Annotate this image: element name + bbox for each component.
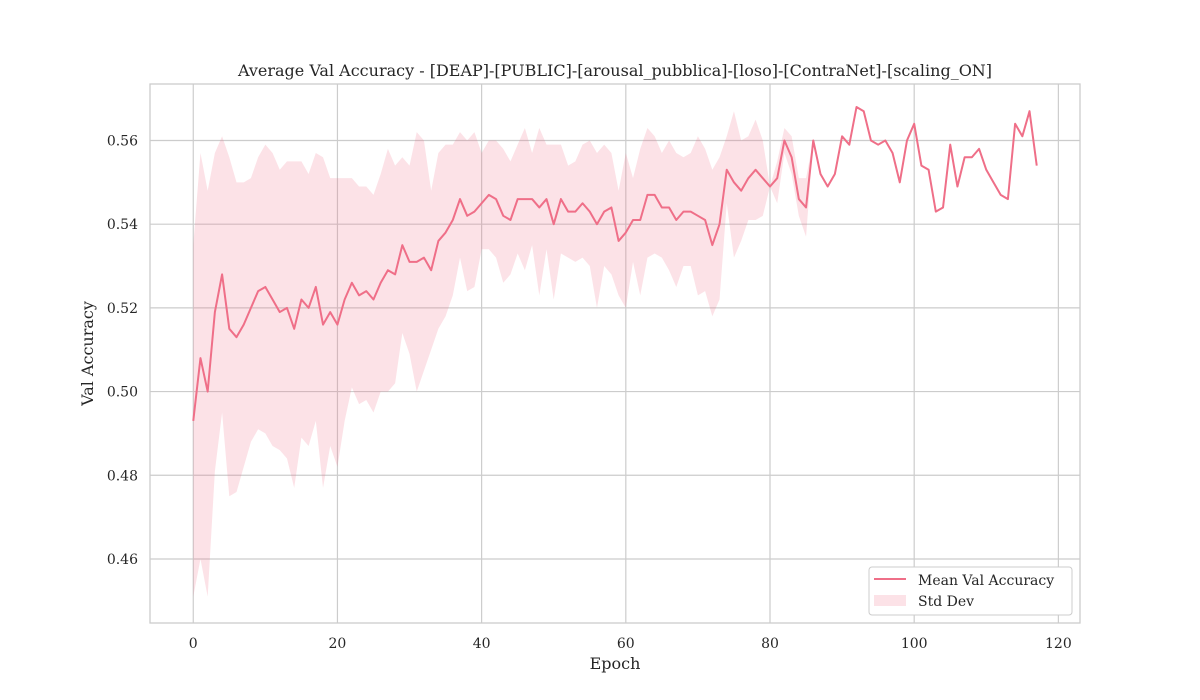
y-tick-label: 0.52 — [107, 301, 138, 317]
x-tick-label: 120 — [1045, 636, 1072, 652]
y-tick-label: 0.56 — [107, 133, 138, 149]
std-band — [193, 107, 1037, 597]
grid — [150, 84, 1080, 623]
legend-band-swatch — [874, 595, 906, 606]
std-band-layer — [193, 107, 1037, 597]
x-tick-label: 60 — [617, 636, 635, 652]
chart-title: Average Val Accuracy - [DEAP]-[PUBLIC]-[… — [237, 61, 992, 80]
mean-val-accuracy-line — [192, 106, 1038, 421]
x-tick-label: 80 — [761, 636, 779, 652]
plot-frame — [149, 83, 1081, 624]
legend-label-std: Std Dev — [918, 594, 974, 610]
x-tick-label: 100 — [901, 636, 928, 652]
y-tick-label: 0.50 — [107, 385, 138, 401]
legend-label-mean: Mean Val Accuracy — [918, 573, 1054, 589]
y-tick-label: 0.54 — [107, 217, 138, 233]
tick-labels: 0 20 40 60 80 100 120 0.46 0.48 0.50 0.52 0.54 0.56 — [107, 133, 1072, 652]
x-tick-label: 20 — [329, 636, 347, 652]
y-axis-label: Val Accuracy — [78, 301, 97, 407]
mean-line-layer — [192, 106, 1038, 421]
y-tick-label: 0.46 — [107, 552, 138, 568]
x-tick-label: 0 — [189, 636, 198, 652]
y-tick-label: 0.48 — [107, 468, 138, 484]
legend: Mean Val Accuracy Std Dev — [868, 566, 1073, 616]
x-axis-label: Epoch — [590, 654, 641, 673]
legend-box — [868, 566, 1073, 616]
x-tick-label: 40 — [473, 636, 491, 652]
